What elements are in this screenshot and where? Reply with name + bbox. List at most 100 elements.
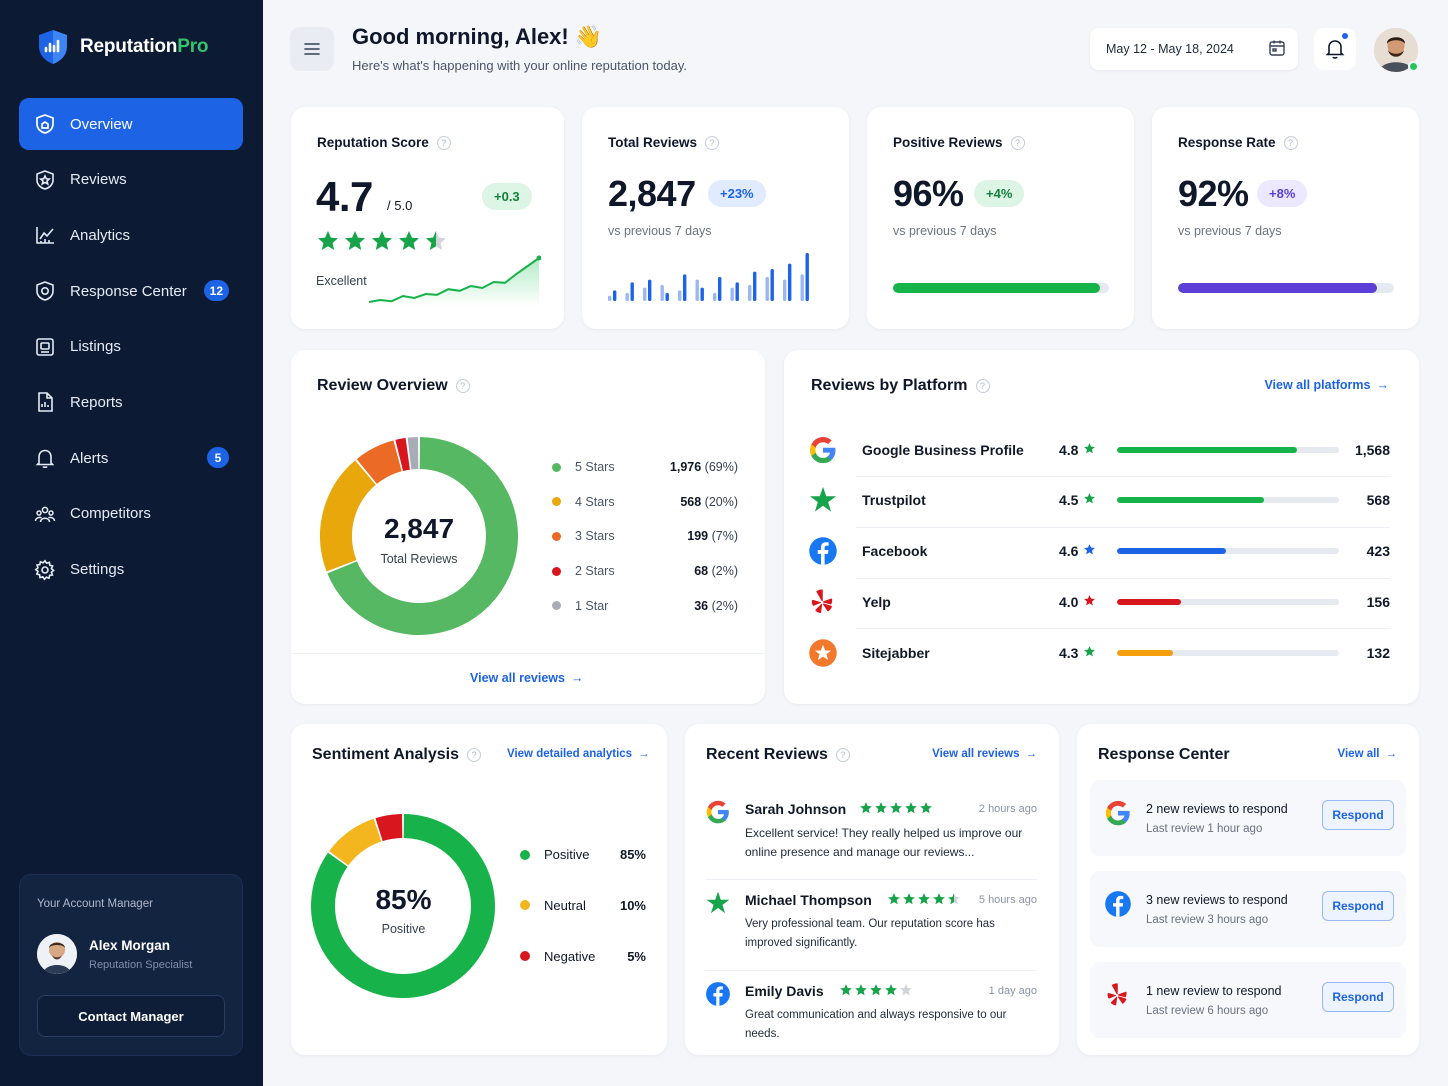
legend-label: 2 Stars bbox=[575, 564, 615, 579]
legend-label: 3 Stars bbox=[575, 529, 615, 544]
nav-item-response-center[interactable]: Response Center 12 bbox=[19, 265, 243, 317]
platform-rating: 4.0 bbox=[1059, 593, 1079, 610]
response-rate-progress bbox=[1178, 283, 1394, 293]
platform-row[interactable]: Facebook 4.6 423 bbox=[808, 526, 1390, 577]
help-icon[interactable]: ? bbox=[1010, 135, 1025, 150]
review-text: Very professional team. Our reputation s… bbox=[745, 918, 995, 949]
help-icon[interactable]: ? bbox=[436, 135, 451, 150]
nav-label: Alerts bbox=[70, 449, 109, 467]
platform-share-bar bbox=[1117, 649, 1339, 656]
divider bbox=[856, 628, 1390, 630]
view-all-responses-link[interactable]: View all → bbox=[1337, 748, 1397, 760]
user-avatar[interactable] bbox=[1374, 28, 1419, 72]
legend-percent: (69%) bbox=[704, 460, 738, 474]
review-volume-bar bbox=[765, 277, 769, 301]
notifications-button[interactable] bbox=[1314, 28, 1356, 70]
platform-share-bar bbox=[1117, 497, 1339, 504]
rating-star-icon bbox=[1083, 543, 1096, 559]
review-item[interactable]: Sarah Johnson 2 hours ago Excellent serv… bbox=[705, 800, 1037, 871]
date-range-picker[interactable]: May 12 - May 18, 2024 bbox=[1090, 28, 1298, 70]
brand-name: Reputation bbox=[80, 36, 178, 57]
sparkline-area bbox=[369, 258, 539, 306]
sentiment-analysis-card: Sentiment Analysis? View detailed analyt… bbox=[291, 724, 667, 1055]
nav-item-analytics[interactable]: Analytics bbox=[19, 209, 243, 261]
sidebar: ReputationPro Overview Reviews Analytics… bbox=[0, 0, 263, 1086]
trustpilot-icon bbox=[705, 890, 731, 921]
nav-label: Reviews bbox=[70, 171, 127, 189]
nav-item-reviews[interactable]: Reviews bbox=[19, 154, 243, 206]
legend-percent: (2%) bbox=[711, 564, 738, 579]
response-item-title: 1 new review to respond bbox=[1146, 983, 1282, 998]
total-reviews-delta-badge: +23% bbox=[708, 180, 766, 207]
positive-reviews-card: Positive Reviews? 96% +4% vs previous 7 … bbox=[867, 107, 1134, 329]
help-icon[interactable]: ? bbox=[705, 135, 720, 150]
help-icon[interactable]: ? bbox=[467, 748, 482, 762]
review-time: 5 hours ago bbox=[978, 894, 1037, 906]
respond-button[interactable]: Respond bbox=[1322, 800, 1394, 830]
legend-percent: (2%) bbox=[711, 598, 738, 613]
review-volume-bar bbox=[753, 271, 757, 301]
rating-star-icon bbox=[343, 229, 367, 258]
nav-item-listings[interactable]: Listings bbox=[19, 321, 243, 373]
greeting-subtitle: Here's what's happening with your online… bbox=[352, 58, 687, 73]
review-item[interactable]: Emily Davis 1 day ago Great communicatio… bbox=[705, 981, 1037, 1053]
platform-row[interactable]: Sitejabber 4.3 132 bbox=[808, 627, 1390, 678]
gear-icon bbox=[34, 559, 56, 581]
platform-row[interactable]: Yelp 4.0 156 bbox=[808, 576, 1390, 627]
reputation-delta-badge: +0.3 bbox=[482, 183, 532, 210]
manager-avatar bbox=[37, 934, 77, 974]
review-item[interactable]: Michael Thompson 5 hours ago Very profes… bbox=[705, 890, 1037, 962]
view-all-recent-reviews-link[interactable]: View all reviews → bbox=[932, 748, 1037, 760]
positive-reviews-progress bbox=[893, 283, 1109, 293]
rating-star-icon bbox=[869, 983, 883, 1002]
rating-star-icon bbox=[1083, 442, 1096, 458]
respond-button[interactable]: Respond bbox=[1322, 981, 1394, 1012]
rating-star-icon bbox=[839, 983, 853, 1002]
nav-label: Settings bbox=[70, 561, 125, 578]
brand-logo[interactable]: ReputationPro bbox=[36, 28, 208, 66]
review-volume-bar bbox=[665, 293, 669, 301]
divider bbox=[856, 476, 1390, 477]
contact-manager-button[interactable]: Contact Manager bbox=[37, 995, 225, 1037]
platform-row[interactable]: Google Business Profile 4.8 1,568 bbox=[808, 424, 1390, 475]
positive-reviews-title: Positive Reviews? bbox=[893, 135, 1025, 150]
donut-segment-2-stars bbox=[395, 437, 411, 471]
notification-dot bbox=[1342, 33, 1348, 39]
donut-total-label: Total Reviews bbox=[380, 552, 458, 566]
report-icon bbox=[34, 391, 56, 413]
sitejabber-icon bbox=[808, 638, 838, 668]
divider bbox=[291, 653, 765, 654]
respond-button[interactable]: Respond bbox=[1322, 890, 1394, 921]
review-overview-title: Review Overview? bbox=[317, 377, 470, 395]
help-icon[interactable]: ? bbox=[835, 748, 850, 762]
nav-item-overview[interactable]: Overview bbox=[19, 98, 243, 150]
rating-star-icon bbox=[859, 801, 873, 820]
google-icon bbox=[1104, 799, 1132, 832]
sentiment-percent: 85% bbox=[619, 847, 646, 862]
help-icon[interactable]: ? bbox=[455, 379, 470, 393]
total-reviews-bar-chart bbox=[608, 253, 809, 301]
nav-label: Competitors bbox=[70, 505, 151, 523]
main-nav: Overview Reviews Analytics Response Cent… bbox=[19, 98, 243, 599]
review-time: 2 hours ago bbox=[978, 803, 1037, 815]
view-detailed-analytics-link[interactable]: View detailed analytics → bbox=[507, 748, 650, 760]
menu-toggle-button[interactable] bbox=[290, 27, 334, 71]
reputation-score-value: 4.7 bbox=[316, 173, 373, 220]
reputation-score-title: Reputation Score? bbox=[317, 135, 451, 150]
view-all-platforms-link[interactable]: View all platforms → bbox=[1264, 378, 1389, 392]
help-icon[interactable]: ? bbox=[975, 379, 990, 393]
view-all-reviews-link[interactable]: View all reviews → bbox=[470, 671, 584, 685]
help-icon[interactable]: ? bbox=[1283, 135, 1298, 150]
total-reviews-title: Total Reviews? bbox=[608, 135, 720, 150]
nav-item-alerts[interactable]: Alerts 5 bbox=[19, 432, 243, 484]
review-time: 1 day ago bbox=[988, 985, 1037, 997]
facebook-icon bbox=[705, 981, 731, 1012]
review-volume-bar bbox=[625, 293, 629, 301]
date-range-text: May 12 - May 18, 2024 bbox=[1106, 42, 1234, 56]
nav-item-reports[interactable]: Reports bbox=[19, 376, 243, 428]
platform-row[interactable]: Trustpilot 4.5 568 bbox=[808, 475, 1390, 526]
nav-item-competitors[interactable]: Competitors bbox=[19, 488, 243, 540]
nav-item-settings[interactable]: Settings bbox=[19, 544, 243, 596]
divider bbox=[705, 970, 1037, 971]
sentiment-legend-row: Negative 5% bbox=[520, 949, 646, 964]
